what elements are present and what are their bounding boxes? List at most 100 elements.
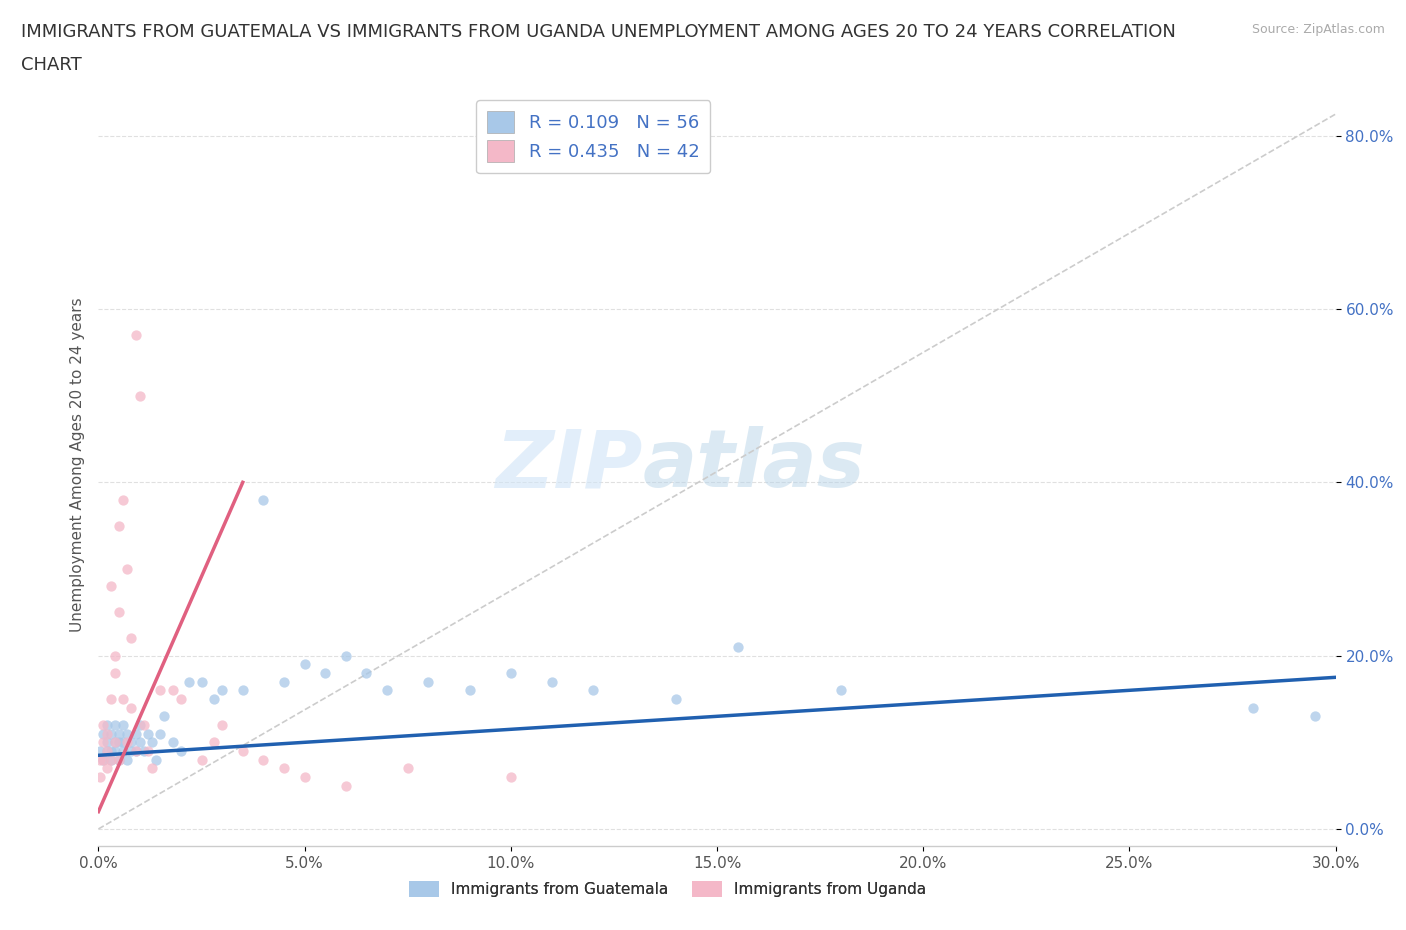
Point [96,744,118,759]
Point [418,674,440,689]
Point [273,761,295,776]
Point [120,631,142,645]
Point [1303,709,1326,724]
Point [149,683,172,698]
Point [96,718,118,733]
Point [170,744,193,759]
Point [294,769,316,784]
Point [145,752,167,767]
Point [104,735,127,750]
Text: IMMIGRANTS FROM GUATEMALA VS IMMIGRANTS FROM UGANDA UNEMPLOYMENT AMONG AGES 20 T: IMMIGRANTS FROM GUATEMALA VS IMMIGRANTS … [21,23,1175,41]
Point [120,700,142,715]
Point [252,752,274,767]
Text: atlas: atlas [643,426,866,504]
Point [108,735,131,750]
Point [128,718,150,733]
Point [179,674,201,689]
Point [124,744,146,759]
Point [211,683,233,698]
Point [170,692,193,707]
Point [89,769,111,784]
Legend: Immigrants from Guatemala, Immigrants from Uganda: Immigrants from Guatemala, Immigrants fr… [402,875,932,903]
Point [100,726,122,741]
Text: ZIP: ZIP [495,426,643,504]
Y-axis label: Unemployment Among Ages 20 to 24 years: Unemployment Among Ages 20 to 24 years [69,298,84,632]
Point [117,752,139,767]
Point [100,744,122,759]
Point [104,666,127,681]
Point [202,735,225,750]
Point [117,735,139,750]
Point [117,562,139,577]
Point [124,327,146,342]
Point [190,674,212,689]
Point [112,492,135,507]
Point [335,648,357,663]
Point [582,683,605,698]
Point [273,674,295,689]
Point [89,744,111,759]
Point [104,648,127,663]
Point [202,692,225,707]
Point [335,778,357,793]
Point [108,752,131,767]
Point [100,752,122,767]
Point [91,718,114,733]
Point [100,692,122,707]
Point [100,752,122,767]
Point [190,752,212,767]
Point [120,744,142,759]
Point [830,683,852,698]
Point [108,752,131,767]
Point [665,692,688,707]
Point [96,726,118,741]
Text: Source: ZipAtlas.com: Source: ZipAtlas.com [1251,23,1385,36]
Point [136,744,159,759]
Point [232,683,254,698]
Point [91,752,114,767]
Point [91,752,114,767]
Point [211,718,233,733]
Point [396,761,419,776]
Point [141,735,163,750]
Point [149,726,172,741]
Point [128,388,150,403]
Point [120,735,142,750]
Text: CHART: CHART [21,56,82,73]
Point [162,683,184,698]
Point [128,735,150,750]
Point [112,718,135,733]
Point [499,666,522,681]
Point [104,718,127,733]
Point [108,726,131,741]
Point [141,761,163,776]
Point [132,718,155,733]
Point [727,640,749,655]
Point [96,744,118,759]
Point [314,666,336,681]
Point [375,683,398,698]
Point [108,604,131,619]
Point [162,735,184,750]
Point [117,726,139,741]
Point [104,735,127,750]
Point [112,744,135,759]
Point [108,518,131,533]
Point [541,674,564,689]
Point [124,744,146,759]
Point [91,726,114,741]
Point [124,726,146,741]
Point [499,769,522,784]
Point [252,492,274,507]
Point [136,726,159,741]
Point [112,735,135,750]
Point [100,578,122,593]
Point [91,735,114,750]
Point [232,744,254,759]
Point [96,761,118,776]
Point [132,744,155,759]
Point [153,709,176,724]
Point [96,735,118,750]
Point [89,752,111,767]
Point [1241,700,1264,715]
